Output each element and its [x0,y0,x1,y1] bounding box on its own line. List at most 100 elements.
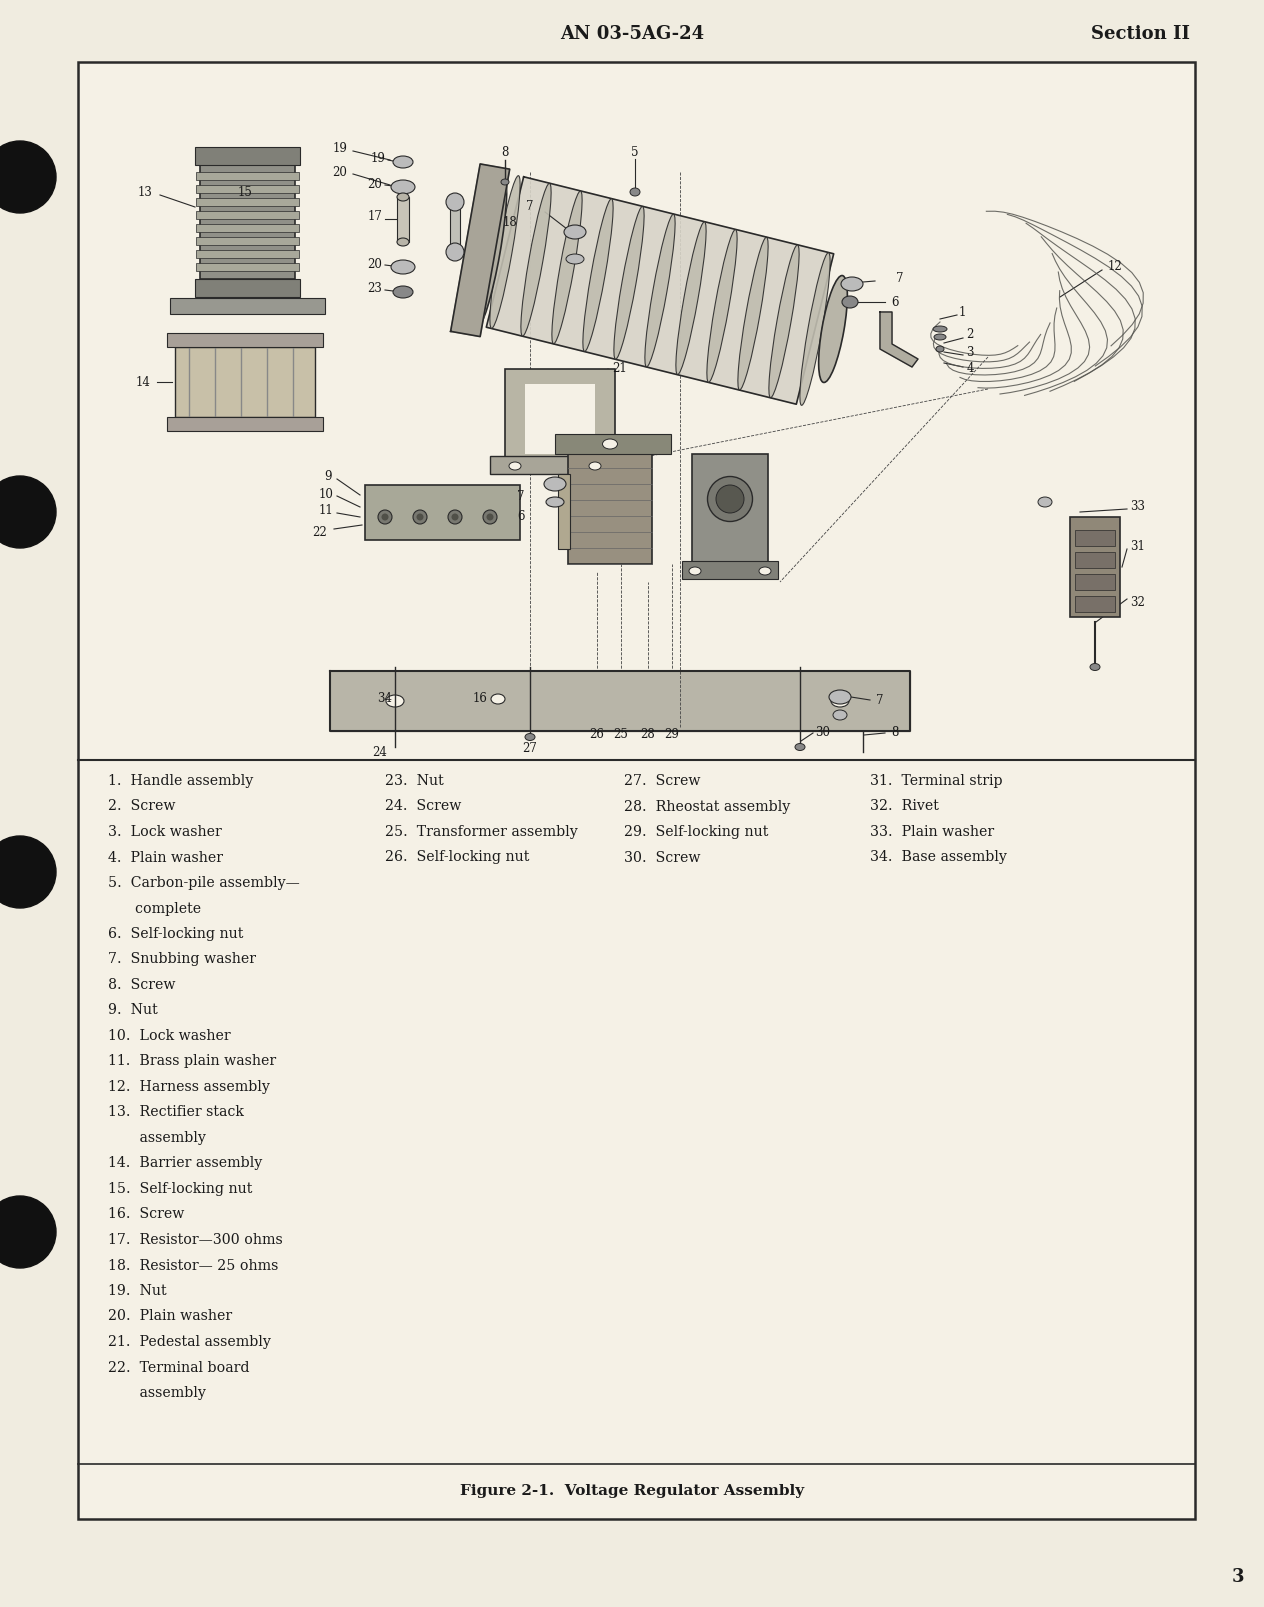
Text: 26: 26 [589,728,604,741]
Text: 10.  Lock washer: 10. Lock washer [107,1028,230,1043]
Text: Section II: Section II [1091,26,1189,43]
Ellipse shape [629,188,640,196]
Text: 23.  Nut: 23. Nut [386,775,444,787]
Text: 12: 12 [1107,260,1122,273]
Bar [196,172,300,180]
Bar [195,280,300,297]
Ellipse shape [447,509,463,524]
Polygon shape [487,177,834,405]
Text: 7: 7 [526,201,533,214]
Ellipse shape [769,244,799,397]
Ellipse shape [689,567,702,575]
Text: 6.  Self-locking nut: 6. Self-locking nut [107,927,244,942]
Text: assembly: assembly [107,1385,206,1400]
Text: 30.  Screw: 30. Screw [624,850,700,865]
Ellipse shape [490,694,506,704]
Bar [200,164,295,280]
Ellipse shape [397,193,410,201]
Bar [490,456,629,474]
Ellipse shape [934,334,945,341]
Ellipse shape [841,276,863,291]
Text: 15: 15 [238,185,253,199]
Text: 2.  Screw: 2. Screw [107,800,176,813]
Text: 24: 24 [373,746,388,759]
Text: assembly: assembly [107,1131,206,1146]
Ellipse shape [487,514,493,521]
Bar [365,485,520,540]
Bar [1071,517,1120,617]
Bar [196,198,300,206]
Ellipse shape [707,230,737,382]
Ellipse shape [386,694,404,707]
Text: 34.  Base assembly: 34. Base assembly [870,850,1007,865]
Bar [557,474,570,550]
Bar [196,251,300,259]
Text: 14.  Barrier assembly: 14. Barrier assembly [107,1157,262,1170]
Bar [525,384,595,455]
Text: 32.  Rivet: 32. Rivet [870,800,939,813]
Bar [174,347,315,416]
Bar [1074,551,1115,567]
Text: 7.  Snubbing washer: 7. Snubbing washer [107,953,257,966]
Circle shape [0,836,56,908]
Text: 13: 13 [138,185,153,199]
Text: 29.  Self-locking nut: 29. Self-locking nut [624,824,769,839]
Text: 6: 6 [891,296,899,309]
Text: 16.  Screw: 16. Screw [107,1207,185,1221]
Ellipse shape [830,694,849,707]
Text: 4: 4 [966,363,973,376]
Circle shape [0,141,56,214]
Text: 3.  Lock washer: 3. Lock washer [107,824,221,839]
Ellipse shape [413,509,427,524]
Ellipse shape [546,497,564,506]
Text: 21.  Pedestal assembly: 21. Pedestal assembly [107,1335,270,1348]
Text: 33.  Plain washer: 33. Plain washer [870,824,994,839]
Ellipse shape [391,180,415,194]
Bar [196,185,300,193]
Text: 9: 9 [325,471,331,484]
Ellipse shape [708,477,752,522]
Bar [397,198,410,243]
Ellipse shape [758,567,771,575]
Bar [167,333,324,347]
Text: 28: 28 [641,728,655,741]
Ellipse shape [501,178,509,185]
Text: 17: 17 [368,211,383,223]
Text: 1.  Handle assembly: 1. Handle assembly [107,775,253,787]
Text: 5: 5 [631,146,638,159]
Bar [568,455,652,564]
Text: 28.  Rheostat assembly: 28. Rheostat assembly [624,800,790,813]
Text: 31.  Terminal strip: 31. Terminal strip [870,775,1002,787]
Bar [196,236,300,244]
Text: 18.  Resistor— 25 ohms: 18. Resistor— 25 ohms [107,1258,278,1273]
Text: 24.  Screw: 24. Screw [386,800,461,813]
Bar [78,63,1194,1519]
Text: 7: 7 [517,490,525,503]
Ellipse shape [800,252,830,405]
Polygon shape [330,672,910,731]
Text: 30: 30 [815,725,830,739]
Ellipse shape [393,156,413,169]
Text: 19.  Nut: 19. Nut [107,1284,167,1298]
Ellipse shape [564,225,586,239]
Text: Figure 2-1.  Voltage Regulator Assembly: Figure 2-1. Voltage Regulator Assembly [460,1483,804,1498]
Ellipse shape [473,175,507,328]
Polygon shape [880,312,918,366]
Text: 10: 10 [319,487,334,500]
Text: complete: complete [107,902,201,916]
Bar [169,297,325,313]
Bar [195,146,300,166]
Ellipse shape [1090,664,1100,670]
Ellipse shape [676,222,707,374]
Bar [1074,530,1115,546]
Text: 3: 3 [1231,1568,1244,1586]
Ellipse shape [566,254,584,264]
Text: 20: 20 [332,166,348,178]
Ellipse shape [589,461,600,469]
Ellipse shape [451,514,459,521]
Text: 17.  Resistor—300 ohms: 17. Resistor—300 ohms [107,1233,283,1247]
Ellipse shape [397,238,410,246]
Ellipse shape [378,509,392,524]
Text: 19: 19 [370,153,386,166]
Ellipse shape [446,193,464,211]
